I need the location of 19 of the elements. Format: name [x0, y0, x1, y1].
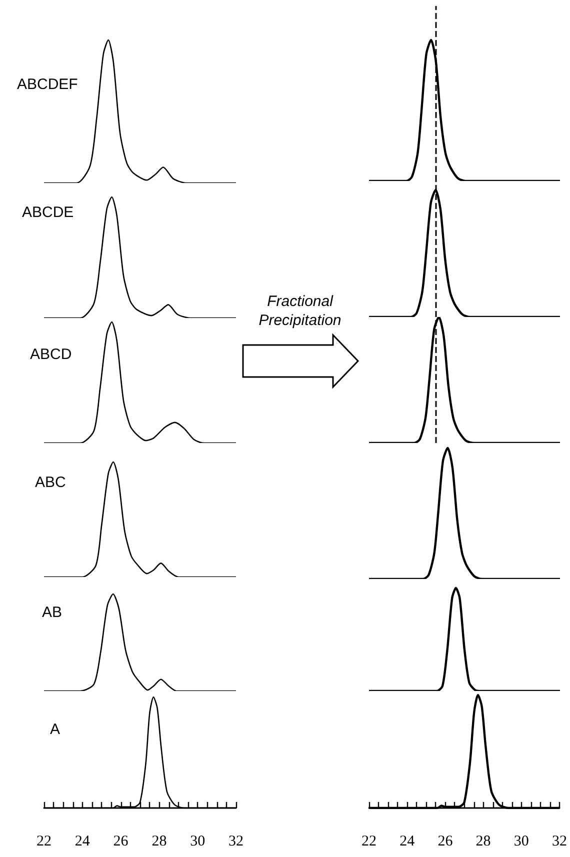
x-tick-label: 30 [514, 834, 529, 850]
x-tick-label: 22 [36, 834, 52, 850]
text: A [50, 721, 60, 738]
x-tick-label: 32 [552, 834, 567, 850]
text: AB [42, 604, 62, 621]
x-tick-label: 28 [476, 834, 491, 850]
x-tick-label: 30 [190, 834, 206, 850]
text: ABCDEF [17, 76, 78, 93]
text: ABCD [30, 346, 72, 363]
x-tick-label: 26 [438, 834, 454, 850]
x-tick-label: 22 [362, 834, 376, 850]
x-tick-label: 32 [228, 834, 244, 850]
text: ABCDE [22, 204, 74, 221]
x-tick-label: 26 [113, 834, 129, 850]
x-tick-label: 28 [152, 834, 167, 850]
text: Fractional Precipitation [258, 292, 342, 330]
text: ABC [35, 474, 66, 491]
x-tick-label: 24 [74, 834, 90, 850]
x-tick-label: 24 [400, 834, 416, 850]
